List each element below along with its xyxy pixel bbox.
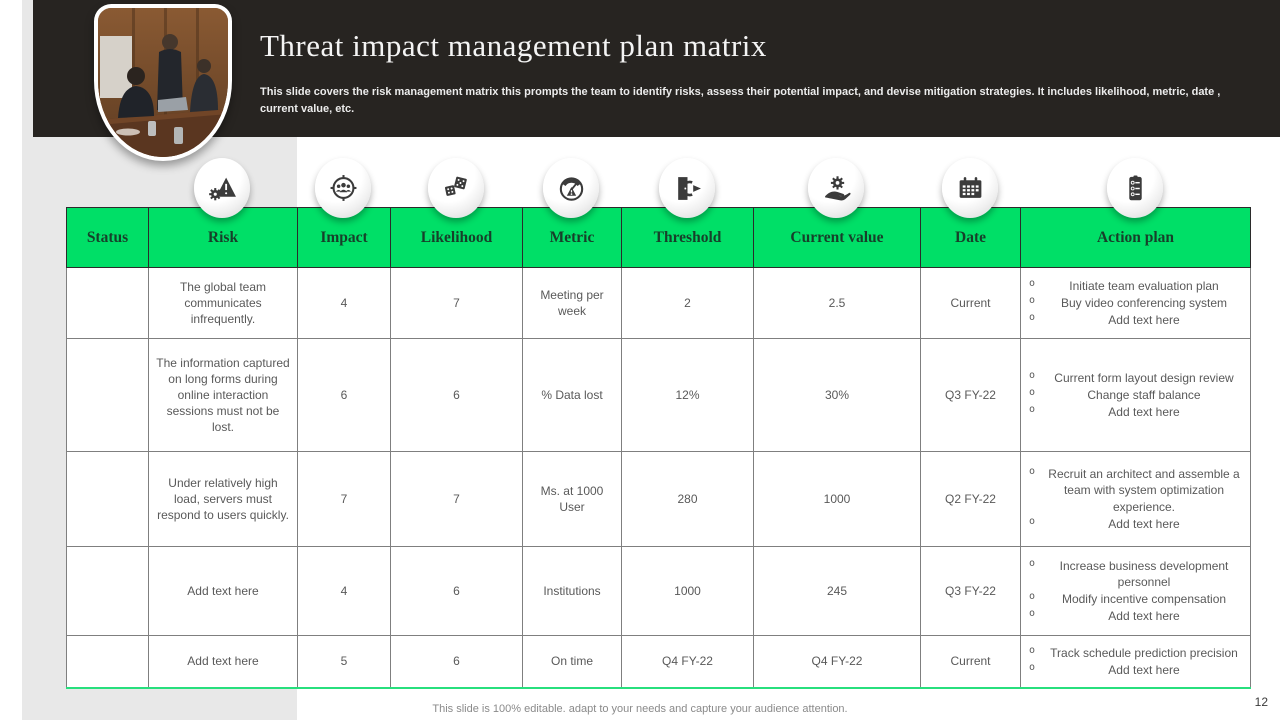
- header-impact: Impact: [297, 207, 391, 268]
- threshold-cell: 12%: [621, 338, 754, 452]
- header-status: Status: [66, 207, 149, 268]
- table-row: The information captured on long forms d…: [66, 338, 1251, 452]
- risk-cell: The information captured on long forms d…: [148, 338, 298, 452]
- threshold-cell: Q4 FY-22: [621, 635, 754, 689]
- metric-cell: On time: [522, 635, 622, 689]
- likelihood-cell: 7: [390, 267, 523, 339]
- action-item: Track schedule prediction precision: [1027, 644, 1244, 661]
- metric-cell: % Data lost: [522, 338, 622, 452]
- action-item: Recruit an architect and assemble a team…: [1027, 465, 1244, 515]
- table-row: Add text here 5 6 On time Q4 FY-22 Q4 FY…: [66, 635, 1251, 689]
- current-value-cell: 1000: [753, 451, 921, 547]
- threat-matrix-table: Status Risk Impact Likelihood Metric Thr…: [66, 207, 1251, 689]
- subtitle-line-1: This slide covers the risk management ma…: [260, 86, 1221, 98]
- table-row: The global team communicates infrequentl…: [66, 267, 1251, 339]
- action-plan-cell: Increase business development personnel …: [1020, 546, 1251, 636]
- meeting-photo-graphic: [98, 8, 228, 157]
- checklist-clipboard-icon: [1107, 158, 1163, 218]
- gear-warning-triangle-icon: [194, 158, 250, 218]
- threshold-cell: 1000: [621, 546, 754, 636]
- status-cell: [66, 451, 149, 547]
- risk-cell: Add text here: [148, 546, 298, 636]
- impact-cell: 4: [297, 267, 391, 339]
- action-item: Buy video conferencing system: [1027, 294, 1244, 311]
- footer-note: This slide is 100% editable. adapt to yo…: [432, 703, 848, 715]
- hand-gear-icon: [808, 158, 864, 218]
- exit-door-arrow-icon: [659, 158, 715, 218]
- header-row: Status Risk Impact Likelihood Metric Thr…: [66, 207, 1251, 268]
- page-title: Threat impact management plan matrix: [260, 28, 767, 63]
- subtitle-line-2: current value, etc.: [260, 103, 355, 116]
- header-bar: [33, 0, 1280, 137]
- metric-cell: Ms. at 1000 User: [522, 451, 622, 547]
- date-cell: Current: [920, 635, 1021, 689]
- date-cell: Q3 FY-22: [920, 338, 1021, 452]
- status-cell: [66, 267, 149, 339]
- dice-icon: [428, 158, 484, 218]
- action-item: Add text here: [1027, 515, 1244, 532]
- likelihood-cell: 6: [390, 338, 523, 452]
- status-cell: [66, 635, 149, 689]
- action-plan-cell: Initiate team evaluation plan Buy video …: [1020, 267, 1251, 339]
- impact-cell: 5: [297, 635, 391, 689]
- likelihood-cell: 6: [390, 635, 523, 689]
- action-plan-cell: Current form layout design review Change…: [1020, 338, 1251, 452]
- action-item: Increase business development personnel: [1027, 557, 1244, 590]
- metric-cell: Meeting per week: [522, 267, 622, 339]
- action-plan-cell: Track schedule prediction precision Add …: [1020, 635, 1251, 689]
- current-value-cell: 30%: [753, 338, 921, 452]
- action-item: Current form layout design review: [1027, 369, 1244, 386]
- audience-target-icon: [315, 158, 371, 218]
- action-item: Add text here: [1027, 661, 1244, 678]
- current-value-cell: 2.5: [753, 267, 921, 339]
- threshold-cell: 2: [621, 267, 754, 339]
- likelihood-cell: 7: [390, 451, 523, 547]
- impact-cell: 4: [297, 546, 391, 636]
- current-value-cell: 245: [753, 546, 921, 636]
- action-item: Change staff balance: [1027, 386, 1244, 403]
- action-item: Add text here: [1027, 403, 1244, 420]
- status-cell: [66, 338, 149, 452]
- table-row: Under relatively high load, servers must…: [66, 451, 1251, 547]
- likelihood-cell: 6: [390, 546, 523, 636]
- risk-cell: The global team communicates infrequentl…: [148, 267, 298, 339]
- action-item: Initiate team evaluation plan: [1027, 277, 1244, 294]
- calendar-icon: [942, 158, 998, 218]
- risk-cell: Under relatively high load, servers must…: [148, 451, 298, 547]
- metric-cell: Institutions: [522, 546, 622, 636]
- impact-cell: 6: [297, 338, 391, 452]
- table-row: Add text here 4 6 Institutions 1000 245 …: [66, 546, 1251, 636]
- status-cell: [66, 546, 149, 636]
- meeting-photo: [94, 4, 232, 161]
- risk-cell: Add text here: [148, 635, 298, 689]
- date-cell: Q2 FY-22: [920, 451, 1021, 547]
- action-item: Add text here: [1027, 607, 1244, 624]
- action-item: Modify incentive compensation: [1027, 590, 1244, 607]
- page-subtitle: This slide covers the risk management ma…: [260, 84, 1260, 118]
- threshold-cell: 280: [621, 451, 754, 547]
- date-cell: Q3 FY-22: [920, 546, 1021, 636]
- date-cell: Current: [920, 267, 1021, 339]
- action-item: Add text here: [1027, 311, 1244, 328]
- page-number: 12: [1254, 695, 1268, 709]
- gauge-icon: [543, 158, 599, 218]
- impact-cell: 7: [297, 451, 391, 547]
- action-plan-cell: Recruit an architect and assemble a team…: [1020, 451, 1251, 547]
- current-value-cell: Q4 FY-22: [753, 635, 921, 689]
